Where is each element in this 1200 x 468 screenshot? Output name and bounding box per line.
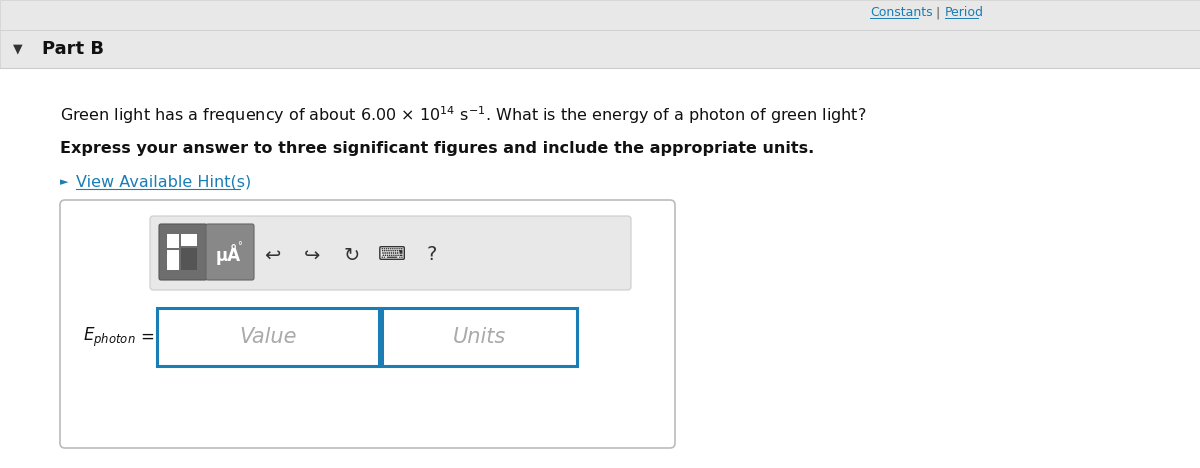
Text: ↩: ↩ <box>264 246 280 264</box>
Text: Express your answer to three significant figures and include the appropriate uni: Express your answer to three significant… <box>60 140 815 155</box>
Text: =: = <box>140 328 154 346</box>
FancyBboxPatch shape <box>0 30 1200 68</box>
FancyBboxPatch shape <box>60 200 674 448</box>
FancyBboxPatch shape <box>0 0 1200 30</box>
Text: °: ° <box>236 241 241 251</box>
FancyBboxPatch shape <box>0 68 1200 468</box>
FancyBboxPatch shape <box>157 308 379 366</box>
FancyBboxPatch shape <box>206 224 254 280</box>
FancyBboxPatch shape <box>181 234 197 246</box>
Text: ↪: ↪ <box>304 246 320 264</box>
FancyBboxPatch shape <box>167 234 179 248</box>
Text: ?: ? <box>427 246 437 264</box>
FancyBboxPatch shape <box>150 216 631 290</box>
FancyBboxPatch shape <box>181 248 197 270</box>
Text: Value: Value <box>239 327 296 347</box>
Text: ↻: ↻ <box>344 246 360 264</box>
FancyBboxPatch shape <box>382 308 577 366</box>
Text: ▼: ▼ <box>13 43 23 56</box>
Text: $E_\mathregular{photon}$: $E_\mathregular{photon}$ <box>83 325 136 349</box>
Text: ⌨: ⌨ <box>378 246 406 264</box>
Text: Units: Units <box>452 327 506 347</box>
Text: |: | <box>935 7 940 20</box>
FancyBboxPatch shape <box>158 224 208 280</box>
Text: ►: ► <box>60 177 68 187</box>
Text: Period: Period <box>946 7 984 20</box>
Text: Part B: Part B <box>42 40 104 58</box>
Text: μÅ: μÅ <box>216 244 240 265</box>
Text: Green light has a frequency of about 6.00 $\times$ 10$^{14}$ s$^{-1}$. What is t: Green light has a frequency of about 6.0… <box>60 104 866 126</box>
FancyBboxPatch shape <box>167 250 179 270</box>
Text: Constants: Constants <box>870 7 932 20</box>
Text: View Available Hint(s): View Available Hint(s) <box>76 175 251 190</box>
